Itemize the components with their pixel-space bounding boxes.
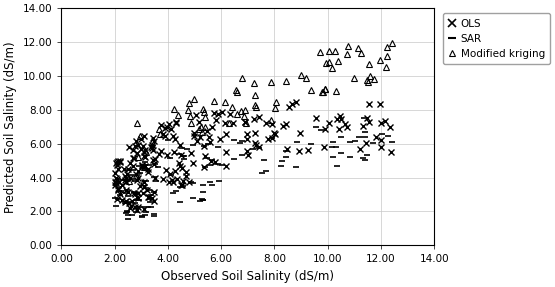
OLS	[292, 100, 299, 104]
SAR	[361, 117, 368, 120]
OLS	[171, 150, 178, 154]
OLS	[377, 102, 384, 105]
Modified kriging	[364, 78, 371, 81]
Modified kriging	[139, 180, 146, 183]
SAR	[112, 196, 118, 199]
Modified kriging	[143, 151, 149, 154]
SAR	[117, 189, 124, 192]
OLS	[169, 179, 176, 182]
Modified kriging	[388, 41, 395, 45]
OLS	[134, 208, 140, 212]
X-axis label: Observed Soil Salinity (dS/m): Observed Soil Salinity (dS/m)	[162, 270, 334, 283]
Legend: OLS, SAR, Modified kriging: OLS, SAR, Modified kriging	[443, 13, 550, 64]
Modified kriging	[358, 52, 365, 55]
SAR	[170, 191, 176, 195]
Modified kriging	[326, 50, 332, 53]
Y-axis label: Predicted Soil Salinity (dS/m): Predicted Soil Salinity (dS/m)	[4, 41, 17, 212]
Line: OLS: OLS	[111, 99, 394, 214]
SAR	[123, 211, 129, 214]
Line: SAR: SAR	[111, 115, 396, 222]
Modified kriging	[367, 74, 374, 77]
OLS	[244, 149, 251, 153]
OLS	[119, 198, 125, 202]
Modified kriging	[332, 49, 339, 53]
Modified kriging	[345, 44, 351, 48]
SAR	[125, 217, 132, 220]
OLS	[373, 135, 380, 139]
Line: Modified kriging: Modified kriging	[125, 39, 395, 185]
OLS	[112, 184, 118, 187]
SAR	[124, 180, 130, 183]
Modified kriging	[140, 166, 147, 169]
SAR	[351, 140, 358, 143]
OLS	[189, 161, 196, 164]
SAR	[143, 179, 149, 183]
